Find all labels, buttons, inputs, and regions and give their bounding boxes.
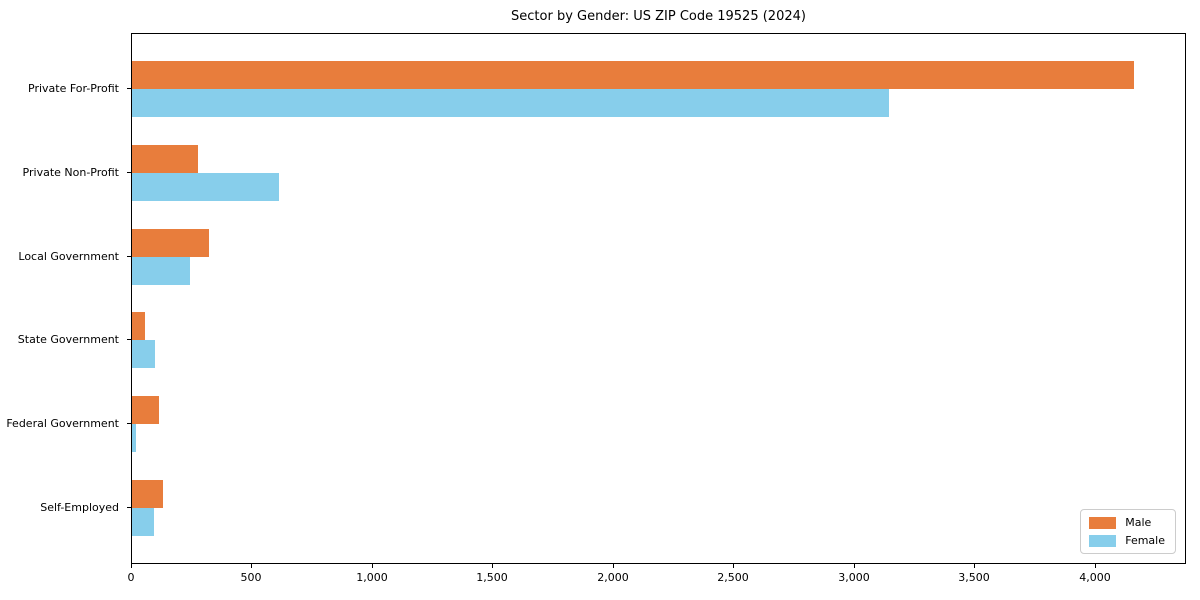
x-tick-mark bbox=[372, 564, 373, 568]
bar-male-1 bbox=[132, 61, 1135, 89]
bar-male-4 bbox=[132, 312, 146, 341]
y-tick-label: Federal Government bbox=[6, 417, 119, 430]
legend-label-female: Female bbox=[1125, 534, 1165, 547]
plot-area: Male Female bbox=[131, 33, 1186, 564]
x-tick-mark bbox=[251, 564, 252, 568]
x-tick-mark bbox=[131, 564, 132, 568]
bar-female-2 bbox=[132, 172, 279, 201]
y-tick-mark bbox=[127, 172, 131, 173]
y-tick-label: State Government bbox=[17, 333, 119, 346]
y-tick-mark bbox=[127, 423, 131, 424]
y-tick-mark bbox=[127, 256, 131, 257]
bar-female-3 bbox=[132, 256, 190, 285]
x-tick-mark bbox=[613, 564, 614, 568]
legend-label-male: Male bbox=[1125, 516, 1152, 529]
x-tick-label: 0 bbox=[127, 571, 135, 584]
legend-swatch-female bbox=[1089, 534, 1117, 547]
x-tick-label: 2,500 bbox=[717, 571, 749, 584]
x-tick-mark bbox=[733, 564, 734, 568]
x-tick-mark bbox=[1095, 564, 1096, 568]
y-tick-label: Private Non-Profit bbox=[22, 166, 119, 179]
bar-female-6 bbox=[132, 508, 155, 536]
bar-male-6 bbox=[132, 480, 164, 508]
x-tick-label: 3,500 bbox=[958, 571, 990, 584]
x-tick-mark bbox=[492, 564, 493, 568]
y-tick-mark bbox=[127, 88, 131, 89]
y-tick-mark bbox=[127, 507, 131, 508]
x-tick-label: 4,000 bbox=[1079, 571, 1111, 584]
legend-entry-male: Male bbox=[1089, 516, 1165, 529]
y-axis-labels: Private For-Profit Private Non-Profit Loca… bbox=[0, 33, 131, 564]
bar-female-4 bbox=[132, 340, 156, 369]
bar-female-1 bbox=[132, 89, 889, 117]
y-tick-label: Local Government bbox=[18, 250, 119, 263]
x-tick-label: 3,000 bbox=[838, 571, 870, 584]
x-tick-label: 1,500 bbox=[476, 571, 508, 584]
x-tick-label: 2,000 bbox=[597, 571, 629, 584]
legend: Male Female bbox=[1080, 509, 1176, 554]
x-tick-label: 1,000 bbox=[356, 571, 388, 584]
bar-male-3 bbox=[132, 228, 210, 257]
bars-layer bbox=[132, 34, 1185, 563]
x-tick-mark bbox=[974, 564, 975, 568]
x-tick-mark bbox=[854, 564, 855, 568]
x-tick-label: 500 bbox=[240, 571, 262, 584]
bar-male-5 bbox=[132, 396, 159, 425]
y-tick-mark bbox=[127, 339, 131, 340]
chart-title: Sector by Gender: US ZIP Code 19525 (202… bbox=[511, 9, 806, 24]
y-tick-label: Self-Employed bbox=[40, 501, 119, 514]
legend-swatch-male bbox=[1089, 516, 1117, 529]
x-axis-ticks: 0 500 1,000 1,500 2,000 2,500 3,000 3,500 4,000 bbox=[0, 564, 1200, 600]
legend-entry-female: Female bbox=[1089, 534, 1165, 547]
bar-female-5 bbox=[132, 424, 136, 453]
bar-male-2 bbox=[132, 144, 199, 173]
y-tick-label: Private For-Profit bbox=[28, 82, 119, 95]
